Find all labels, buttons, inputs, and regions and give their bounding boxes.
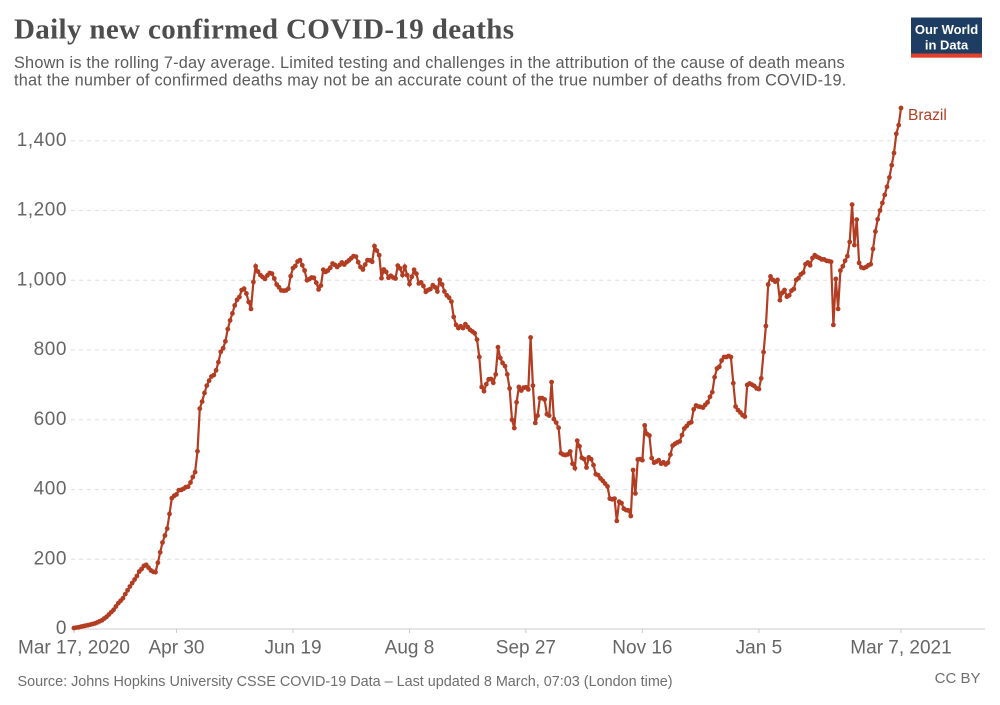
- svg-text:CC BY: CC BY: [935, 670, 981, 687]
- svg-text:0: 0: [56, 618, 67, 639]
- svg-text:1,000: 1,000: [17, 270, 67, 291]
- svg-text:400: 400: [34, 479, 67, 500]
- svg-text:Jan 5: Jan 5: [736, 638, 782, 659]
- svg-text:200: 200: [34, 549, 67, 570]
- svg-text:Shown is the rolling 7-day ave: Shown is the rolling 7-day average. Limi…: [14, 54, 845, 72]
- svg-text:in Data: in Data: [925, 38, 969, 53]
- svg-text:Daily new confirmed COVID-19 d: Daily new confirmed COVID-19 deaths: [14, 14, 514, 46]
- svg-text:that the number of confirmed d: that the number of confirmed deaths may …: [14, 72, 846, 90]
- svg-text:Sep 27: Sep 27: [496, 638, 556, 659]
- svg-text:Mar 7, 2021: Mar 7, 2021: [850, 638, 951, 659]
- svg-text:Mar 17, 2020: Mar 17, 2020: [18, 638, 130, 659]
- svg-text:Aug 8: Aug 8: [385, 638, 435, 659]
- svg-text:Our World: Our World: [915, 22, 978, 37]
- svg-text:Brazil: Brazil: [908, 107, 947, 124]
- svg-text:800: 800: [34, 339, 67, 360]
- svg-text:Source: Johns Hopkins Universi: Source: Johns Hopkins University CSSE CO…: [18, 674, 673, 690]
- svg-text:600: 600: [34, 409, 67, 430]
- svg-text:1,200: 1,200: [17, 200, 67, 221]
- svg-text:1,400: 1,400: [17, 130, 67, 151]
- svg-text:Apr 30: Apr 30: [149, 638, 205, 659]
- svg-text:Jun 19: Jun 19: [264, 638, 321, 659]
- svg-text:Nov 16: Nov 16: [612, 638, 672, 659]
